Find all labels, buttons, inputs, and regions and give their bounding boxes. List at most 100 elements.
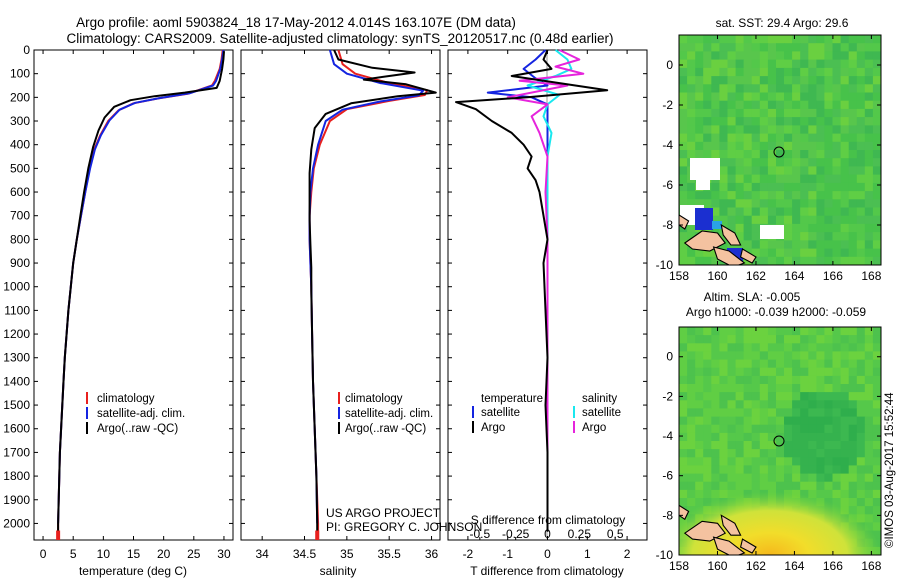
map-cell: [679, 384, 688, 393]
map-cell: [848, 215, 858, 225]
map-cell: [824, 367, 834, 377]
map-cell: [864, 335, 874, 344]
map-cell: [824, 223, 834, 233]
map-cell: [816, 92, 826, 102]
map-cell: [767, 327, 777, 336]
map-cell: [776, 384, 785, 393]
map-cell: [719, 125, 729, 135]
map-cell: [703, 351, 712, 361]
map-cell: [872, 256, 881, 265]
map-cell: [719, 35, 729, 44]
map-cell: [751, 367, 761, 377]
map-cell: [695, 375, 704, 385]
map-cell: [743, 343, 753, 352]
map-cell: [784, 408, 793, 418]
map-cell: [800, 84, 809, 94]
map-cell: [800, 59, 809, 69]
map-cell: [743, 327, 753, 336]
map-cell: [751, 375, 761, 385]
temp-legend-climatology: climatology: [97, 393, 155, 405]
map-cell: [856, 223, 866, 233]
map-cell: [776, 158, 785, 167]
map-cell: [767, 424, 777, 434]
map-cell: [816, 67, 826, 77]
map-cell: [832, 400, 842, 409]
map-cell: [711, 133, 720, 143]
map-cell: [864, 408, 874, 418]
map-cell: [687, 384, 696, 393]
title-line-1: Argo profile: aoml 5903824_18 17-May-201…: [76, 15, 516, 30]
map-cell: [727, 408, 737, 418]
map-cell: [776, 351, 785, 361]
map-cell: [872, 117, 881, 126]
map-cell: [856, 408, 866, 418]
map-cell: [848, 240, 858, 250]
map-cell: [776, 117, 785, 126]
map-cell: [864, 67, 874, 77]
map-cell: [792, 92, 801, 102]
map-cell: [824, 400, 834, 409]
map-cell: [679, 43, 688, 52]
map-cell: [695, 133, 704, 143]
map-cell: [743, 76, 753, 85]
map-cell: [840, 215, 850, 225]
map-cell: [824, 92, 834, 102]
map-cell: [767, 432, 777, 442]
map-cell: [751, 35, 761, 44]
sla-map-frame: [678, 326, 882, 556]
map-cell: [856, 117, 866, 126]
map-cell: [711, 191, 720, 200]
map-cell: [767, 158, 777, 167]
map-cell: [735, 100, 745, 110]
pi-credit: PI: GREGORY C. JOHNSON: [326, 520, 482, 534]
map-cell: [856, 375, 866, 385]
map-cell: [856, 67, 866, 77]
map-cell: [776, 367, 785, 377]
map-cell: [776, 174, 785, 184]
map-cell: [679, 191, 688, 200]
map-cell: [816, 232, 826, 241]
map-cell: [808, 59, 817, 69]
temperature-panel-frame: [33, 49, 234, 541]
map-cell: [824, 207, 834, 217]
map-cell: [711, 432, 720, 442]
map-cell: [735, 199, 745, 209]
map-cell: [727, 43, 737, 52]
map-cell: [816, 108, 826, 118]
map-cell: [792, 43, 801, 52]
map-cell: [800, 424, 809, 434]
map-cell: [776, 76, 785, 85]
map-cell: [711, 416, 720, 426]
map-cell: [727, 416, 737, 426]
map-cell: [767, 416, 777, 426]
map-cell: [808, 432, 817, 442]
depth-tick-label: 1800: [3, 469, 30, 483]
map-cell: [727, 191, 737, 200]
map-cell: [808, 67, 817, 77]
map-cell: [719, 215, 729, 225]
temp-x-tick-label: 10: [97, 547, 111, 561]
map-cell: [800, 215, 809, 225]
depth-tick-label: 2000: [3, 516, 30, 530]
map-cell: [792, 133, 801, 143]
map-cell: [679, 392, 688, 401]
map-cell: [840, 117, 850, 126]
map-cell: [784, 174, 793, 184]
map-cell: [679, 182, 688, 192]
map-cell: [687, 343, 696, 352]
map-cell: [695, 84, 704, 94]
map-cell: [864, 215, 874, 225]
map-cell: [776, 256, 785, 265]
map-cell: [784, 359, 793, 369]
map-cell: [872, 43, 881, 52]
diff-legend-t-argo: Argo: [481, 422, 505, 434]
sst-map-axes: 158 160 162 164 166 168 0 -2 -4 -6 -8 -10: [656, 35, 882, 283]
depth-tick-label: 400: [10, 138, 30, 152]
map-cell: [784, 108, 793, 118]
map-cell: [743, 133, 753, 143]
map-cell: [679, 367, 688, 377]
map-cell: [800, 335, 809, 344]
map-cell: [703, 359, 712, 369]
map-cell: [727, 327, 737, 336]
map-cell: [816, 367, 826, 377]
